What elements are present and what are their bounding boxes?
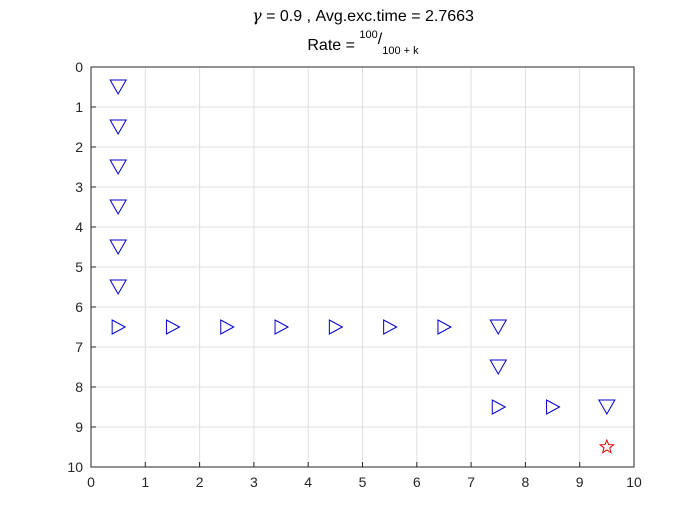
x-tick-label: 10 xyxy=(626,474,642,490)
marker-triangle-down xyxy=(109,119,128,136)
x-tick-label: 7 xyxy=(467,474,475,490)
title-symbol: γ xyxy=(252,6,262,25)
x-tick-label: 4 xyxy=(304,474,312,490)
title-numerator: 100 xyxy=(359,29,377,41)
marker-triangle-down xyxy=(109,79,128,96)
marker-triangle-right xyxy=(546,399,561,415)
y-tick-label: 1 xyxy=(75,99,83,115)
title-line-1-text: = 0.9 , Avg.exc.time = 2.7663 xyxy=(262,8,474,25)
marker-triangle-down xyxy=(109,199,128,216)
y-tick-label: 4 xyxy=(75,219,83,235)
x-tick-label: 1 xyxy=(141,474,149,490)
title-slash: / xyxy=(378,31,383,48)
marker-triangle-down xyxy=(109,279,128,296)
marker-triangle-right xyxy=(220,319,235,335)
x-tick-label: 0 xyxy=(87,474,95,490)
marker-star xyxy=(598,438,615,454)
y-tick-label: 10 xyxy=(67,459,83,475)
marker-triangle-down xyxy=(109,239,128,256)
marker-triangle-down xyxy=(489,319,508,336)
marker-triangle-right xyxy=(328,319,344,335)
y-tick-label: 7 xyxy=(75,339,83,355)
markers xyxy=(109,79,616,454)
y-axis: 0 1 2 3 4 5 6 7 8 9 10 xyxy=(67,59,96,475)
y-tick-label: 3 xyxy=(75,179,83,195)
x-tick-label: 2 xyxy=(196,474,204,490)
y-tick-label: 9 xyxy=(75,419,83,435)
x-tick-label: 6 xyxy=(413,474,421,490)
marker-triangle-right xyxy=(111,319,127,335)
marker-triangle-right xyxy=(491,399,507,415)
marker-triangle-right xyxy=(383,319,398,335)
marker-triangle-down xyxy=(597,399,616,416)
marker-triangle-right xyxy=(165,319,181,335)
y-tick-label: 6 xyxy=(75,299,83,315)
x-tick-label: 5 xyxy=(359,474,367,490)
marker-triangle-right xyxy=(274,319,290,335)
title-line-2: Rate = 100/100 + k xyxy=(307,29,419,57)
x-tick-label: 9 xyxy=(576,474,584,490)
x-tick-label: 3 xyxy=(250,474,258,490)
chart-title: γ = 0.9 , Avg.exc.time = 2.7663 Rate = 1… xyxy=(252,6,474,57)
y-tick-label: 2 xyxy=(75,139,83,155)
y-tick-label: 5 xyxy=(75,259,83,275)
x-tick-label: 8 xyxy=(522,474,530,490)
marker-triangle-right xyxy=(437,319,453,335)
y-tick-label: 8 xyxy=(75,379,83,395)
y-tick-label: 0 xyxy=(75,59,83,75)
marker-triangle-down xyxy=(109,159,128,176)
title-line-2-prefix: Rate = xyxy=(307,37,359,54)
marker-triangle-down xyxy=(489,359,508,376)
title-line-1: γ = 0.9 , Avg.exc.time = 2.7663 xyxy=(252,6,474,25)
x-axis: 0 1 2 3 4 5 6 7 8 9 10 xyxy=(87,462,642,490)
title-denominator: 100 + k xyxy=(382,45,419,57)
